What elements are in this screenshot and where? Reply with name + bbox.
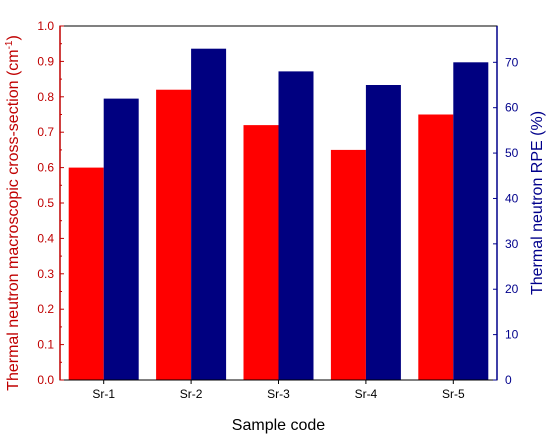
right-tick-label: 70 [505,55,519,69]
left-tick-label: 0.7 [37,125,54,139]
right-tick-label: 30 [505,237,519,251]
left-tick-label: 0.8 [37,90,54,104]
x-tick-label: Sr-4 [355,387,378,401]
bar-cross-section-sr-2 [156,89,192,380]
left-tick-label: 0.6 [37,161,54,175]
left-axis-title-close: ) [5,35,22,40]
left-tick-label: 0.2 [37,302,54,316]
right-tick-label: 40 [505,191,519,205]
left-axis-title-sup: -1 [4,40,15,49]
left-tick-label: 0.3 [37,267,54,281]
right-tick-label: 10 [505,328,519,342]
left-axis-title: Thermal neutron macroscopic cross-sectio… [4,35,22,391]
left-tick-label: 0.5 [37,196,54,210]
bar-rpe-sr-2 [191,48,227,380]
left-tick-label: 1.0 [37,19,54,33]
left-axis-title-main: Thermal neutron macroscopic cross-sectio… [5,49,22,390]
x-tick-label: Sr-2 [180,387,203,401]
left-tick-label: 0.1 [37,338,54,352]
bar-rpe-sr-3 [278,71,314,380]
bar-cross-section-sr-1 [68,167,104,380]
left-axis: 0.0 0.1 0.2 0.3 0.4 0.5 0.6 0.7 0.8 0.9 1.0 [37,19,64,387]
bar-rpe-sr-1 [103,98,139,380]
right-tick-label: 20 [505,282,519,296]
bar-cross-section-sr-4 [330,149,366,380]
left-tick-label: 0.4 [37,231,54,245]
x-tick-label: Sr-1 [92,387,115,401]
right-tick-label: 50 [505,146,519,160]
right-tick-label: 0 [505,373,512,387]
x-axis-title: Sample code [232,417,325,434]
right-tick-label: 60 [505,101,519,115]
left-tick-label: 0.0 [37,373,54,387]
bars-group [68,48,489,381]
bar-rpe-sr-5 [453,62,489,381]
bar-cross-section-sr-5 [418,114,454,380]
right-axis-title: Thermal neutron RPE (%) [529,111,546,295]
bar-rpe-sr-4 [365,85,401,380]
x-axis: Sr-1 Sr-2 Sr-3 Sr-4 Sr-5 [92,380,465,401]
x-tick-label: Sr-5 [442,387,465,401]
bar-cross-section-sr-3 [243,125,279,381]
right-axis: 0 10 20 30 40 50 60 70 [493,26,519,387]
x-tick-label: Sr-3 [267,387,290,401]
left-tick-label: 0.9 [37,54,54,68]
